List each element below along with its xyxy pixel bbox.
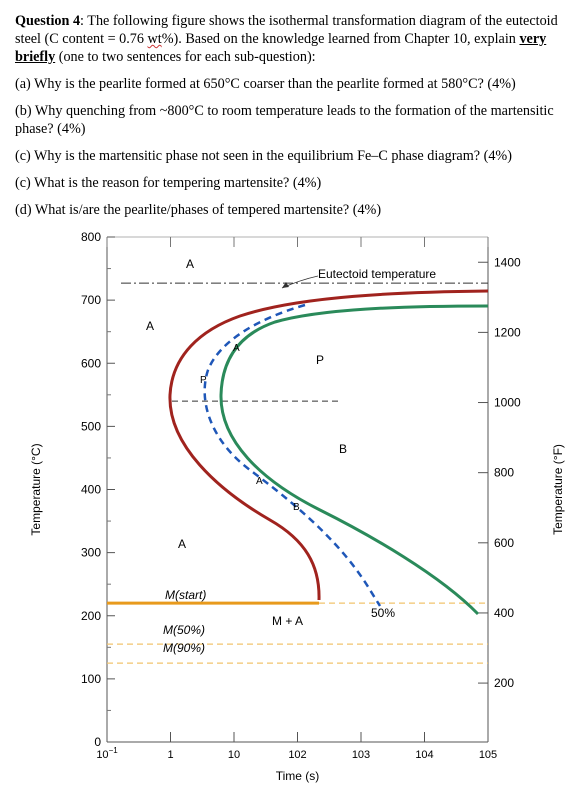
y-tick-label-right: 400	[494, 606, 514, 620]
label-austenite-lower: A	[178, 537, 186, 551]
y-tick-label-left: 100	[81, 672, 101, 686]
y-tick-label-right: 600	[494, 536, 514, 550]
question-emphasis: very briefly	[15, 31, 547, 65]
x-tick-label: 1	[167, 749, 173, 761]
label-austenite-dashed: A	[233, 343, 240, 354]
y-axis-title-right: Temperature (°F)	[551, 444, 565, 535]
axis-frame: 0 100 200 300 400 500 600 700 800 200 400 600 800 100…	[29, 230, 565, 783]
y-tick-label-right: 1400	[494, 255, 521, 269]
eutectoid-arrowhead	[282, 282, 289, 288]
question-intro: Question 4: The following figure shows t…	[15, 12, 565, 66]
y-tick-label-left: 300	[81, 546, 101, 560]
label-austenite-top: A	[186, 257, 194, 271]
label-m50: M(50%)	[163, 623, 205, 637]
sub-question-d: (d) What is/are the pearlite/phases of t…	[15, 202, 382, 218]
label-m90: M(90%)	[163, 641, 205, 655]
transformation-curves	[107, 282, 489, 664]
label-pearlite: P	[316, 353, 324, 367]
x-tick-label: 10	[228, 749, 240, 761]
label-fifty-percent: 50%	[371, 606, 395, 620]
y-tick-label-left: 800	[81, 230, 101, 244]
y-tick-label-right: 800	[494, 466, 514, 480]
question-number: Question 4	[15, 13, 81, 29]
sub-question-b: (b) Why quenching from ~800°C to room te…	[15, 103, 554, 137]
x-axis-title: Time (s)	[276, 769, 320, 783]
label-bainite: B	[339, 442, 347, 456]
y-tick-label-left: 500	[81, 419, 101, 433]
eutectoid-label: Eutectoid temperature	[318, 267, 436, 281]
x-tick-label: 102	[288, 749, 306, 761]
question-intro-text: : The following figure shows the isother…	[15, 13, 558, 47]
label-bainite-dashed: B	[293, 502, 300, 513]
label-austenite-left: A	[146, 319, 154, 333]
y-tick-label-right: 1000	[494, 396, 521, 410]
y-tick-label-left: 400	[81, 483, 101, 497]
label-martensite-austenite: M + A	[272, 614, 303, 628]
start-curve	[168, 289, 489, 601]
x-tick-label: 105	[479, 749, 497, 761]
y-axis-title-left: Temperature (°C)	[29, 443, 43, 535]
label-austenite-mid: A	[256, 476, 263, 487]
label-m-start: M(start)	[165, 588, 206, 602]
label-pearlite-dashed: P	[200, 375, 207, 386]
x-tick-label: 103	[352, 749, 370, 761]
finish-curve	[219, 304, 489, 616]
region-labels: Eutectoid temperature A A A P P B A B A 50% M + A M(…	[146, 257, 436, 655]
question-intro-text-2: %). Based on the knowledge learned from …	[161, 31, 520, 47]
y-tick-label-left: 200	[81, 609, 101, 623]
question-block: Question 4: The following figure shows t…	[15, 12, 565, 219]
sub-question-c2: (c) What is the reason for tempering mar…	[15, 175, 322, 191]
question-wt-unit: wt	[147, 31, 162, 47]
sub-question-a: (a) Why is the pearlite formed at 650°C …	[15, 76, 516, 92]
y-tick-label-left: 700	[81, 293, 101, 307]
y-tick-label-right: 1200	[494, 325, 521, 339]
y-tick-label-left: 600	[81, 356, 101, 370]
sub-question-c: (c) Why is the martensitic phase not see…	[15, 148, 512, 164]
x-tick-label: 104	[415, 749, 433, 761]
question-intro-text-3: (one to two sentences for each sub-quest…	[55, 49, 316, 65]
y-tick-label-right: 200	[494, 676, 514, 690]
y-tick-label-left: 0	[94, 735, 101, 749]
x-tick-label: 10−1	[96, 746, 118, 761]
fifty-percent-curve	[203, 303, 382, 607]
